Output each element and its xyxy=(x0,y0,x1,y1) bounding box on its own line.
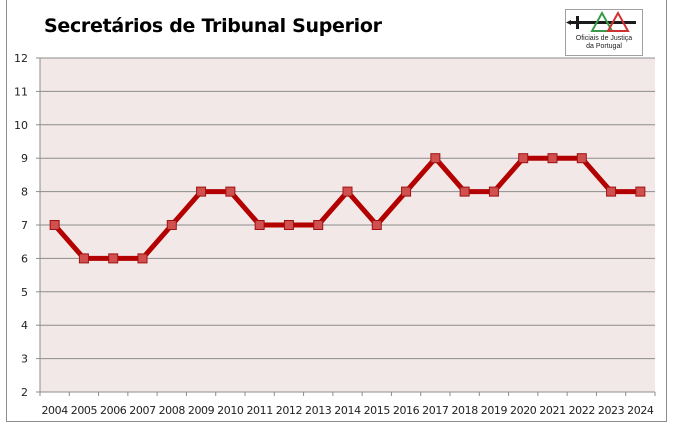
y-tick-label: 9 xyxy=(21,152,28,165)
x-tick-label: 2007 xyxy=(129,404,156,417)
y-tick-label: 5 xyxy=(21,286,28,299)
data-marker xyxy=(401,186,412,197)
data-marker xyxy=(78,253,89,264)
x-tick-label: 2005 xyxy=(71,404,98,417)
x-tick-label: 2016 xyxy=(393,404,420,417)
x-tick-label: 2006 xyxy=(100,404,127,417)
data-marker xyxy=(518,153,529,164)
x-tick-label: 2023 xyxy=(598,404,625,417)
y-tick-label: 8 xyxy=(21,186,28,199)
x-tick-label: 2011 xyxy=(246,404,272,417)
data-marker xyxy=(635,186,646,197)
data-marker xyxy=(313,220,324,230)
y-axis-ticks: 2 3 4 5 6 7 8 9 10 11 12 xyxy=(14,52,40,399)
data-marker xyxy=(108,253,119,264)
y-tick-label: 10 xyxy=(14,119,28,132)
data-marker xyxy=(166,220,177,230)
x-tick-label: 2009 xyxy=(188,404,215,417)
x-tick-label: 2015 xyxy=(364,404,391,417)
y-tick-label: 2 xyxy=(21,386,28,399)
x-tick-label: 2017 xyxy=(422,404,449,417)
data-marker xyxy=(430,153,441,164)
data-marker xyxy=(225,186,236,197)
x-tick-label: 2018 xyxy=(451,404,478,417)
data-marker xyxy=(371,220,382,230)
logo-line2: da Portugal xyxy=(586,43,622,50)
logo: Oficiais de Justiça da Portugal xyxy=(565,9,643,56)
x-tick-label: 2019 xyxy=(481,404,508,417)
y-tick-label: 6 xyxy=(21,252,28,265)
y-tick-label: 7 xyxy=(21,219,28,232)
data-marker xyxy=(488,186,499,197)
data-marker xyxy=(196,186,207,197)
data-marker xyxy=(576,153,587,164)
data-marker xyxy=(342,186,353,197)
data-marker xyxy=(254,220,265,230)
x-tick-label: 2010 xyxy=(217,404,244,417)
x-tick-label: 2012 xyxy=(276,404,302,417)
data-marker xyxy=(547,153,558,164)
data-marker xyxy=(606,186,617,197)
data-marker xyxy=(137,253,148,264)
y-tick-label: 11 xyxy=(14,85,28,98)
x-tick-label: 2024 xyxy=(627,404,654,417)
chart-title: Secretários de Tribunal Superior xyxy=(44,15,382,37)
x-tick-label: 2013 xyxy=(305,404,332,417)
logo-line1: Oficiais de Justiça xyxy=(575,35,633,42)
sword-triangles-icon xyxy=(566,10,636,32)
data-marker xyxy=(49,220,60,230)
y-tick-label: 3 xyxy=(21,353,28,366)
x-tick-label: 2022 xyxy=(569,404,595,417)
x-tick-label: 2008 xyxy=(159,404,186,417)
y-tick-label: 12 xyxy=(14,52,28,65)
x-tick-label: 2021 xyxy=(539,404,565,417)
x-tick-label: 2020 xyxy=(510,404,537,417)
data-marker xyxy=(459,186,470,197)
x-axis-ticks: 2004 2005 2006 2007 2008 2009 2010 2011 2012 2013… xyxy=(39,392,656,417)
data-markers xyxy=(49,153,646,264)
x-tick-label: 2004 xyxy=(41,404,68,417)
data-marker xyxy=(283,220,294,230)
y-tick-label: 4 xyxy=(21,319,28,332)
x-tick-label: 2014 xyxy=(334,404,361,417)
